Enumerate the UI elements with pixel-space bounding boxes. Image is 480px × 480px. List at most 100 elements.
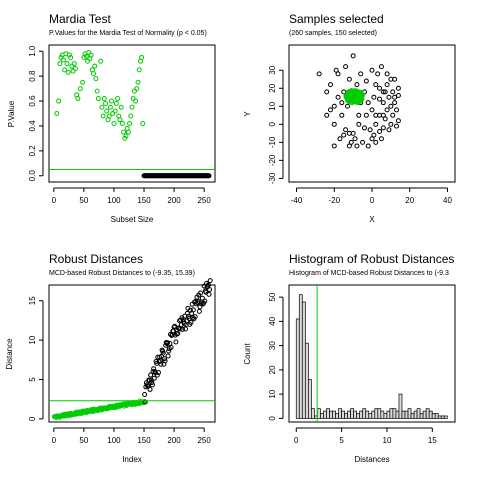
histogram-bar bbox=[353, 410, 358, 419]
samples-unselected-point bbox=[365, 100, 371, 106]
histogram-bar bbox=[329, 410, 333, 419]
histogram-bar bbox=[398, 393, 403, 419]
mardia-point bbox=[135, 79, 141, 85]
samples-unselected-point bbox=[358, 71, 364, 77]
samples-y-tick-label: -30 bbox=[268, 172, 277, 184]
robust-unselected-point bbox=[205, 282, 211, 288]
histogram-bar bbox=[437, 415, 442, 419]
mardia-y-tick-label: 0.8 bbox=[28, 70, 37, 82]
samples-marks: -40 -20 0 20 40 -30 -20 -10 0 10 20 30 bbox=[268, 53, 452, 205]
samples-unselected-point bbox=[392, 76, 398, 82]
mardia-point bbox=[62, 67, 68, 73]
samples-unselected-point bbox=[377, 129, 383, 135]
mardia-point bbox=[131, 88, 137, 94]
samples-unselected-point bbox=[394, 123, 400, 129]
mardia-point bbox=[93, 76, 99, 82]
samples-y-tick-label: -20 bbox=[268, 154, 277, 166]
samples-selected-point bbox=[359, 91, 365, 97]
samples-unselected-point bbox=[369, 67, 375, 73]
samples-unselected-point bbox=[392, 100, 398, 106]
mardia-point bbox=[72, 66, 78, 72]
histogram-bar bbox=[419, 413, 424, 419]
mardia-y-tick-label: 0.2 bbox=[28, 145, 37, 157]
mardia-point bbox=[122, 135, 128, 141]
histogram-bar bbox=[365, 410, 370, 419]
samples-plot-frame bbox=[288, 44, 456, 183]
samples-unselected-point bbox=[363, 112, 369, 118]
samples-unselected-point bbox=[331, 143, 337, 149]
mardia-point bbox=[70, 68, 76, 74]
histogram-bar bbox=[425, 408, 430, 419]
panel-histogram: Histogram of Robust Distances Histogram … bbox=[243, 252, 456, 464]
robust-unselected-point bbox=[155, 369, 161, 375]
histogram-bar bbox=[307, 379, 312, 419]
histogram-bar bbox=[428, 410, 433, 419]
robust-unselected-point bbox=[202, 298, 208, 304]
histogram-bar bbox=[371, 410, 376, 419]
histogram-bar bbox=[404, 410, 409, 419]
mardia-point bbox=[83, 53, 89, 59]
mardia-point bbox=[140, 120, 146, 126]
robust-unselected-point bbox=[199, 295, 205, 301]
mardia-point bbox=[111, 120, 117, 126]
samples-y-tick-label: 30 bbox=[268, 65, 277, 74]
mardia-point bbox=[71, 61, 77, 67]
mardia-point bbox=[88, 52, 94, 58]
samples-unselected-point bbox=[339, 100, 345, 106]
mardia-point bbox=[119, 120, 125, 126]
robust-x-label: Index bbox=[122, 455, 142, 464]
samples-unselected-point bbox=[354, 143, 360, 149]
samples-unselected-point bbox=[369, 107, 375, 113]
samples-unselected-point bbox=[377, 85, 383, 91]
mardia-point bbox=[101, 96, 107, 102]
robust-x-tick-label: 0 bbox=[52, 436, 57, 445]
robust-unselected-point bbox=[160, 350, 166, 356]
mardia-point bbox=[115, 96, 121, 102]
mardia-point bbox=[95, 96, 101, 102]
mardia-y-tick-label: 1.0 bbox=[28, 45, 37, 57]
mardia-point bbox=[94, 88, 100, 94]
samples-unselected-point bbox=[390, 89, 396, 95]
robust-title: Robust Distances bbox=[49, 252, 143, 266]
robust-unselected-point bbox=[188, 320, 194, 326]
histogram-bar bbox=[356, 413, 361, 419]
robust-unselected-point bbox=[142, 391, 148, 397]
mardia-point bbox=[113, 101, 119, 107]
histogram-bar bbox=[338, 408, 342, 419]
mardia-x-tick-label: 0 bbox=[52, 196, 57, 205]
samples-unselected-point bbox=[390, 112, 396, 118]
samples-x-tick-label: 20 bbox=[405, 196, 414, 205]
histogram-x-tick-label: 10 bbox=[383, 436, 392, 445]
samples-y-label: Y bbox=[243, 111, 252, 117]
robust-unselected-point bbox=[198, 290, 204, 296]
samples-x-tick-label: 0 bbox=[370, 196, 375, 205]
histogram-bar bbox=[368, 413, 373, 419]
samples-unselected-point bbox=[373, 121, 379, 127]
mardia-point bbox=[127, 120, 133, 126]
samples-selected-point bbox=[343, 93, 349, 99]
robust-subtitle: MCD-based Robust Distances to (-9.35, 15… bbox=[49, 270, 195, 277]
mardia-y-label: P.Value bbox=[7, 100, 16, 127]
histogram-bar bbox=[422, 410, 427, 419]
mardia-point bbox=[121, 129, 127, 135]
samples-unselected-point bbox=[380, 89, 386, 95]
histogram-bar bbox=[440, 415, 445, 419]
histogram-bar bbox=[323, 410, 327, 419]
samples-unselected-point bbox=[388, 103, 394, 109]
histogram-bar bbox=[395, 410, 400, 419]
mardia-title: Mardia Test bbox=[49, 12, 111, 26]
mardia-point bbox=[91, 71, 97, 77]
mardia-point bbox=[103, 101, 109, 107]
robust-y-tick-label: 15 bbox=[28, 296, 37, 305]
histogram-bar bbox=[389, 408, 394, 419]
robust-y-tick-label: 0 bbox=[28, 416, 37, 421]
samples-unselected-point bbox=[395, 118, 401, 124]
mardia-x-tick-label: 50 bbox=[79, 196, 88, 205]
robust-unselected-point bbox=[151, 375, 157, 381]
robust-x-tick-label: 200 bbox=[167, 436, 181, 445]
samples-unselected-point bbox=[350, 53, 356, 59]
mardia-x-tick-label: 200 bbox=[167, 196, 181, 205]
samples-unselected-point bbox=[384, 71, 390, 77]
samples-x-label: X bbox=[369, 215, 375, 224]
mardia-point bbox=[84, 58, 90, 64]
